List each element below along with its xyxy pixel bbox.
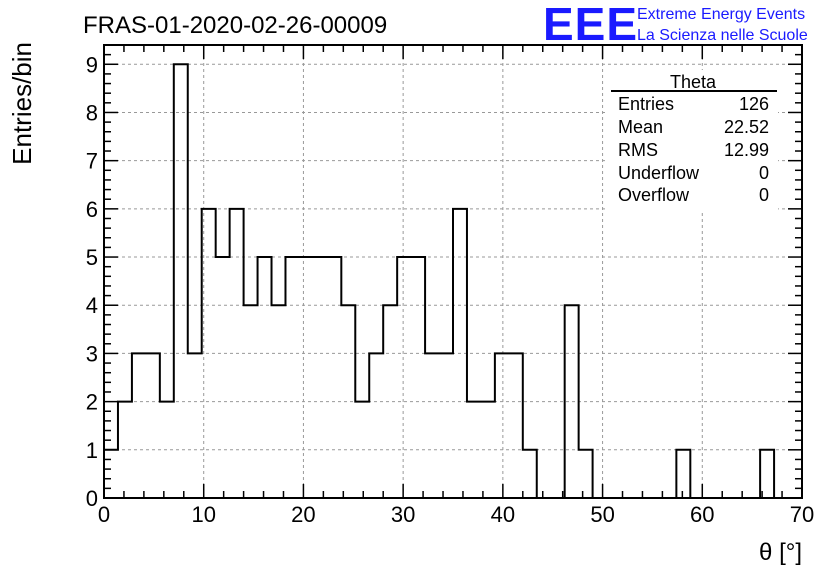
stats-label-rms: RMS [618, 140, 658, 160]
x-tick-label-4: 40 [491, 502, 515, 527]
tick-marks [103, 44, 803, 499]
y-tick-label-9: 9 [86, 52, 98, 77]
y-tick-label-5: 5 [86, 245, 98, 270]
y-tick-label-6: 6 [86, 197, 98, 222]
stats-label-entries: Entries [618, 94, 674, 114]
eee-logo: EEE Extreme Energy Events La Scienza nel… [543, 0, 808, 50]
stats-label-overflow: Overflow [618, 185, 690, 205]
y-tick-label-3: 3 [86, 341, 98, 366]
x-tick-label-1: 10 [191, 502, 215, 527]
y-tick-label-8: 8 [86, 100, 98, 125]
plot-frame [103, 44, 803, 499]
axes [103, 44, 803, 499]
stats-value-overflow: 0 [759, 185, 769, 205]
x-tick-label-5: 50 [590, 502, 614, 527]
y-axis-label: Entries/bin [7, 42, 37, 165]
tick-labels: 0 10 20 30 40 50 60 70 0 1 2 3 4 5 6 7 8 9 [86, 52, 814, 527]
x-tick-label-0: 0 [98, 502, 110, 527]
y-tick-label-1: 1 [86, 438, 98, 463]
stats-box-title: Theta [670, 72, 717, 92]
chart-title: FRAS-01-2020-02-26-00009 [83, 12, 387, 39]
stats-box-background [608, 70, 778, 210]
y-tick-label-0: 0 [86, 486, 98, 511]
x-tick-label-3: 30 [391, 502, 415, 527]
stats-label-mean: Mean [618, 117, 663, 137]
logo-line1: Extreme Energy Events [637, 6, 805, 23]
x-axis-label: θ [°] [759, 539, 802, 566]
logo-mark: EEE [543, 0, 638, 50]
stats-label-underflow: Underflow [618, 163, 700, 183]
y-tick-label-2: 2 [86, 390, 98, 415]
x-tick-label-6: 60 [690, 502, 714, 527]
x-tick-label-7: 70 [790, 502, 814, 527]
stats-box: Theta Entries 126 Mean 22.52 RMS 12.99 U… [608, 70, 778, 210]
logo-line2: La Scienza nelle Scuole [637, 27, 808, 44]
stats-value-rms: 12.99 [724, 140, 769, 160]
stats-value-entries: 126 [739, 94, 769, 114]
stats-value-underflow: 0 [759, 163, 769, 183]
y-tick-label-4: 4 [86, 293, 98, 318]
y-tick-label-7: 7 [86, 149, 98, 174]
x-tick-label-2: 20 [291, 502, 315, 527]
stats-value-mean: 22.52 [724, 117, 769, 137]
